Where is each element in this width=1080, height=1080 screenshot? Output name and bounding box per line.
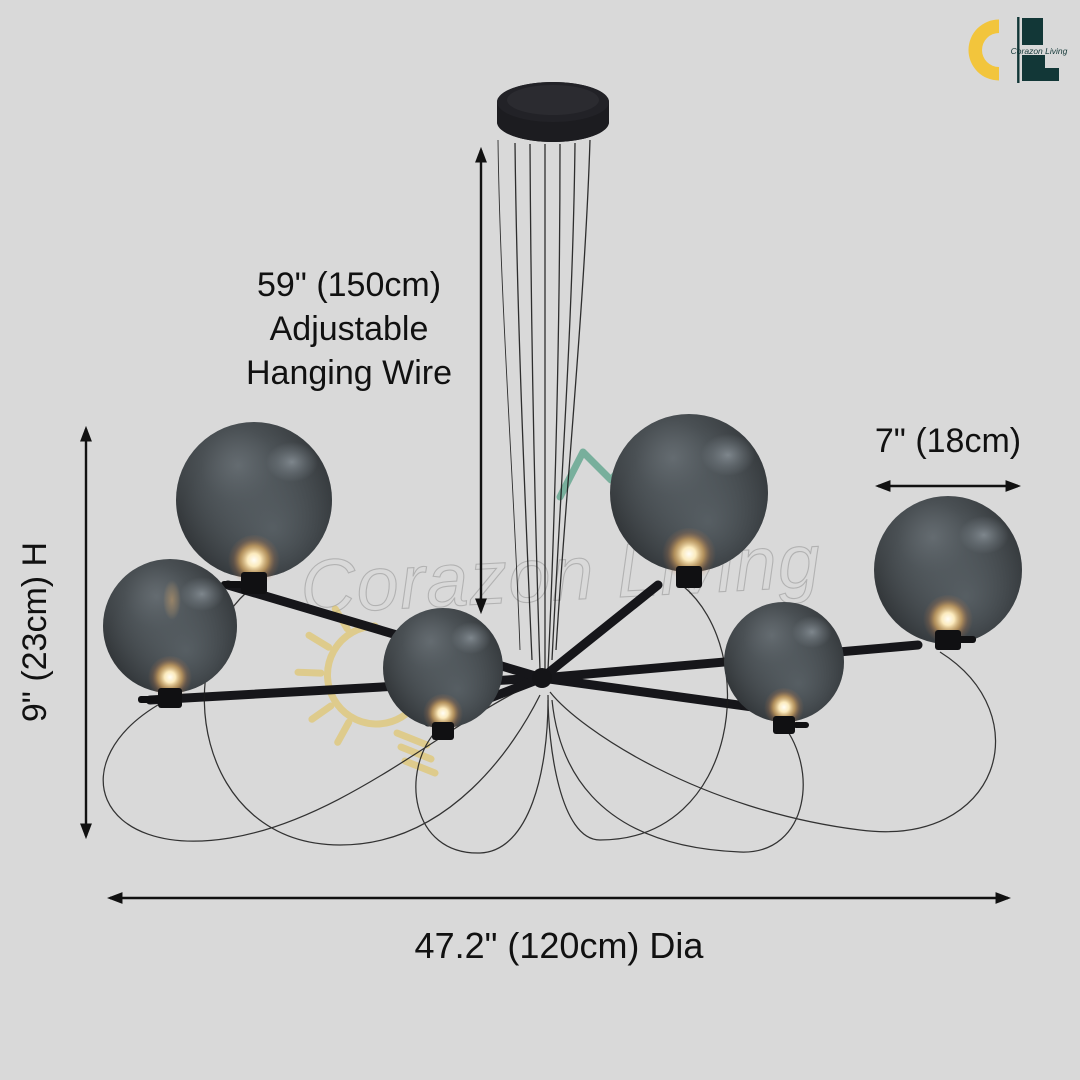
svg-text:47.2" (120cm) Dia: 47.2" (120cm) Dia: [415, 925, 705, 966]
svg-text:9" (23cm) H: 9" (23cm) H: [16, 542, 54, 722]
svg-text:Hanging Wire: Hanging Wire: [246, 354, 452, 392]
svg-text:7" (18cm): 7" (18cm): [875, 422, 1021, 460]
svg-text:59" (150cm): 59" (150cm): [257, 266, 441, 304]
svg-text:Adjustable: Adjustable: [270, 310, 429, 348]
svg-text:Corazon Living: Corazon Living: [1011, 46, 1068, 56]
